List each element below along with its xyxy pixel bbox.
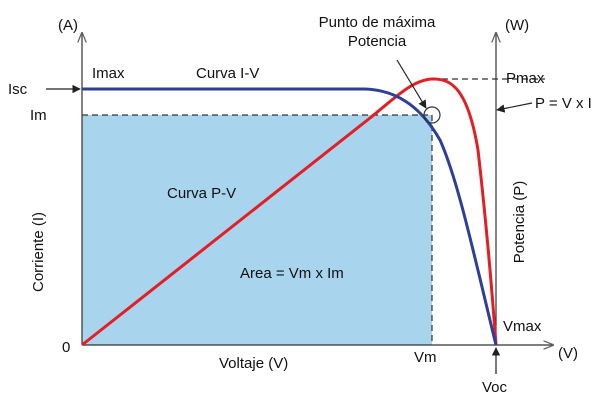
- mpp-annotation-line2: Potencia: [348, 33, 407, 50]
- vm-label: Vm: [414, 349, 437, 366]
- formula-pointer-arrow: [496, 102, 533, 113]
- imax-label: Imax: [92, 65, 125, 82]
- power-area: [82, 115, 432, 345]
- pv-curve: [81, 77, 498, 347]
- iv-curve-label: Curva I-V: [196, 65, 259, 82]
- pmax-label: Pmax: [506, 70, 545, 87]
- voltage-axis-label: Voltaje (V): [219, 355, 288, 372]
- voltage-unit-label: (V): [558, 345, 578, 362]
- voc-label: Voc: [482, 379, 508, 396]
- im-label: Im: [30, 107, 47, 124]
- mpp-annotation-line1: Punto de máxima: [319, 14, 436, 31]
- area-annotation: Area = Vm x Im: [240, 265, 344, 282]
- vmax-label: Vmax: [503, 318, 542, 335]
- current-axis-label: Corriente (I): [30, 212, 47, 292]
- power-axis-label: Potencia (P): [511, 181, 528, 264]
- current-unit-label: (A): [58, 17, 78, 34]
- isc-label: Isc: [8, 81, 28, 98]
- iv-curve: [82, 87, 498, 346]
- mpp-pointer-arrow: [396, 59, 427, 109]
- power-unit-label: (W): [505, 17, 529, 34]
- mpp-circle: [423, 106, 441, 124]
- origin-label: 0: [62, 339, 70, 356]
- pv-curve-label: Curva P-V: [167, 185, 236, 202]
- formula-annotation: P = V x I: [535, 95, 592, 112]
